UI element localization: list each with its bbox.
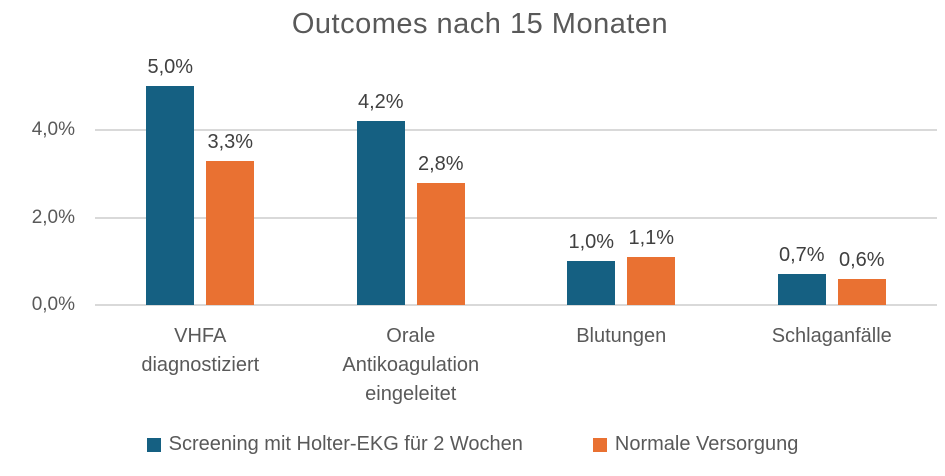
bar-value-label: 5,0%: [147, 56, 194, 79]
chart-title: Outcomes nach 15 Monaten: [291, 8, 669, 40]
bar-series-1: [777, 274, 826, 305]
bar-value-label: 2,8%: [417, 152, 464, 175]
bar-group: 4,2% 2,8%: [306, 60, 517, 305]
bar-series-1: [146, 86, 195, 305]
y-axis-tick-label: 4,0%: [31, 119, 75, 140]
bar-groups: 5,0% 3,3% 4,2% 2,8% 1,0% 1,1% 0,7% 0,6%: [95, 56, 938, 305]
bar-wrap: 5,0%: [146, 56, 195, 305]
y-axis-tick-label: 2,0%: [31, 206, 75, 228]
bar-wrap: 3,3%: [206, 131, 255, 305]
category-label: VHFA diagnostiziert: [141, 325, 260, 376]
bar-value-label: 3,3%: [207, 130, 254, 153]
legend-swatch-icon: [146, 437, 161, 452]
bar-value-label: 0,7%: [778, 244, 825, 267]
x-axis-line: [95, 304, 937, 306]
bar-wrap: 0,6%: [837, 249, 886, 305]
legend: Screening mit Holter-EKG für 2 Wochen Nor…: [0, 433, 945, 456]
legend-item: Normale Versorgung: [592, 433, 799, 456]
gridline: [95, 129, 937, 131]
bar-wrap: 2,8%: [416, 153, 465, 305]
bar-series-2: [837, 278, 886, 305]
bar-value-label: 4,2%: [357, 91, 404, 114]
bar-series-2: [627, 256, 676, 305]
bar-series-1: [356, 121, 405, 305]
gridline: [95, 216, 937, 219]
bar-wrap: 1,1%: [627, 227, 676, 305]
bar-value-label: 0,6%: [838, 248, 885, 271]
bar-value-label: 1,1%: [628, 226, 675, 249]
bar-series-2: [206, 160, 255, 305]
legend-item: Screening mit Holter-EKG für 2 Wochen: [146, 433, 523, 456]
bar-group: 5,0% 3,3%: [95, 56, 306, 305]
bar-series-1: [567, 261, 616, 305]
bar-wrap: 4,2%: [356, 91, 405, 305]
bar-value-label: 1,0%: [568, 231, 615, 254]
legend-label: Screening mit Holter-EKG für 2 Wochen: [168, 433, 523, 455]
category-label: Orale Antikoagulation eingeleitet: [342, 325, 480, 405]
bar-wrap: 0,7%: [777, 244, 826, 305]
y-axis-tick-label: 0,0%: [31, 294, 75, 315]
plot-area: 0,0% 2,0% 4,0% 5,0% 3,3% 4,2% 2,8% 1,0% 1,1% 0,7%…: [32, 56, 938, 315]
bar-series-2: [416, 182, 465, 305]
category-label: Schlaganfälle: [771, 325, 892, 347]
bar-wrap: 1,0%: [567, 231, 616, 305]
bar-group: 0,7% 0,6%: [727, 60, 938, 305]
category-axis: VHFA diagnostiziert Orale Antikoagulation ei…: [95, 322, 937, 409]
legend-label: Normale Versorgung: [614, 433, 799, 455]
bar-group: 1,0% 1,1%: [516, 60, 727, 305]
legend-swatch-icon: [592, 437, 607, 452]
category-label: Blutungen: [576, 325, 667, 347]
